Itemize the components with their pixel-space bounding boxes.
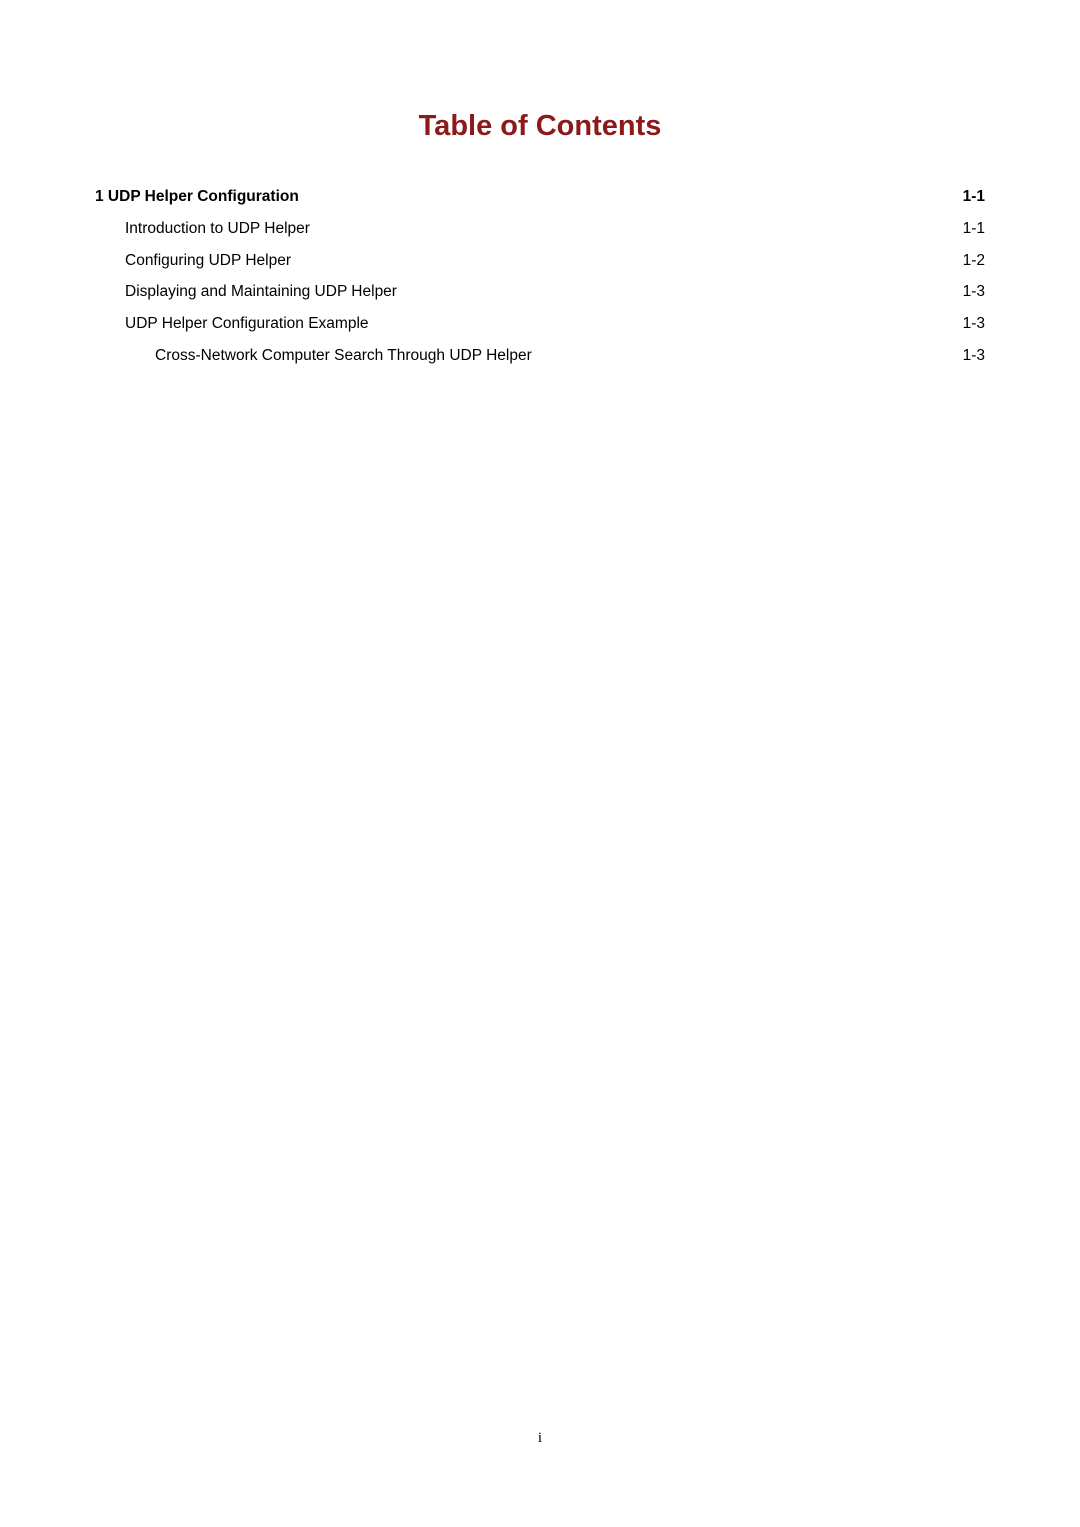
toc-entry: Displaying and Maintaining UDP Helper 1-… bbox=[125, 280, 985, 305]
toc-entry-page: 1-3 bbox=[963, 344, 985, 369]
toc-entry-label[interactable]: 1 UDP Helper Configuration bbox=[95, 185, 299, 210]
toc-entry-page: 1-3 bbox=[963, 312, 985, 337]
toc-entry-page: 1-3 bbox=[963, 280, 985, 305]
page-container: Table of Contents 1 UDP Helper Configura… bbox=[0, 0, 1080, 1527]
toc-entry-page: 1-1 bbox=[963, 217, 985, 242]
toc-entry: UDP Helper Configuration Example 1-3 bbox=[125, 312, 985, 337]
toc-entry: Introduction to UDP Helper 1-1 bbox=[125, 217, 985, 242]
page-number: i bbox=[0, 1430, 1080, 1447]
toc-entry-label[interactable]: Displaying and Maintaining UDP Helper bbox=[125, 280, 397, 305]
toc-entry-label[interactable]: Introduction to UDP Helper bbox=[125, 217, 310, 242]
toc-entry-page: 1-1 bbox=[963, 185, 985, 210]
toc-entry-label[interactable]: UDP Helper Configuration Example bbox=[125, 312, 369, 337]
toc-entry-page: 1-2 bbox=[963, 249, 985, 274]
toc-title: Table of Contents bbox=[95, 110, 985, 143]
toc-entry-label[interactable]: Cross-Network Computer Search Through UD… bbox=[155, 344, 532, 369]
toc-entry: Cross-Network Computer Search Through UD… bbox=[155, 344, 985, 369]
toc-entry: 1 UDP Helper Configuration 1-1 bbox=[95, 185, 985, 210]
toc-entry-label[interactable]: Configuring UDP Helper bbox=[125, 249, 291, 274]
toc-entry: Configuring UDP Helper 1-2 bbox=[125, 249, 985, 274]
